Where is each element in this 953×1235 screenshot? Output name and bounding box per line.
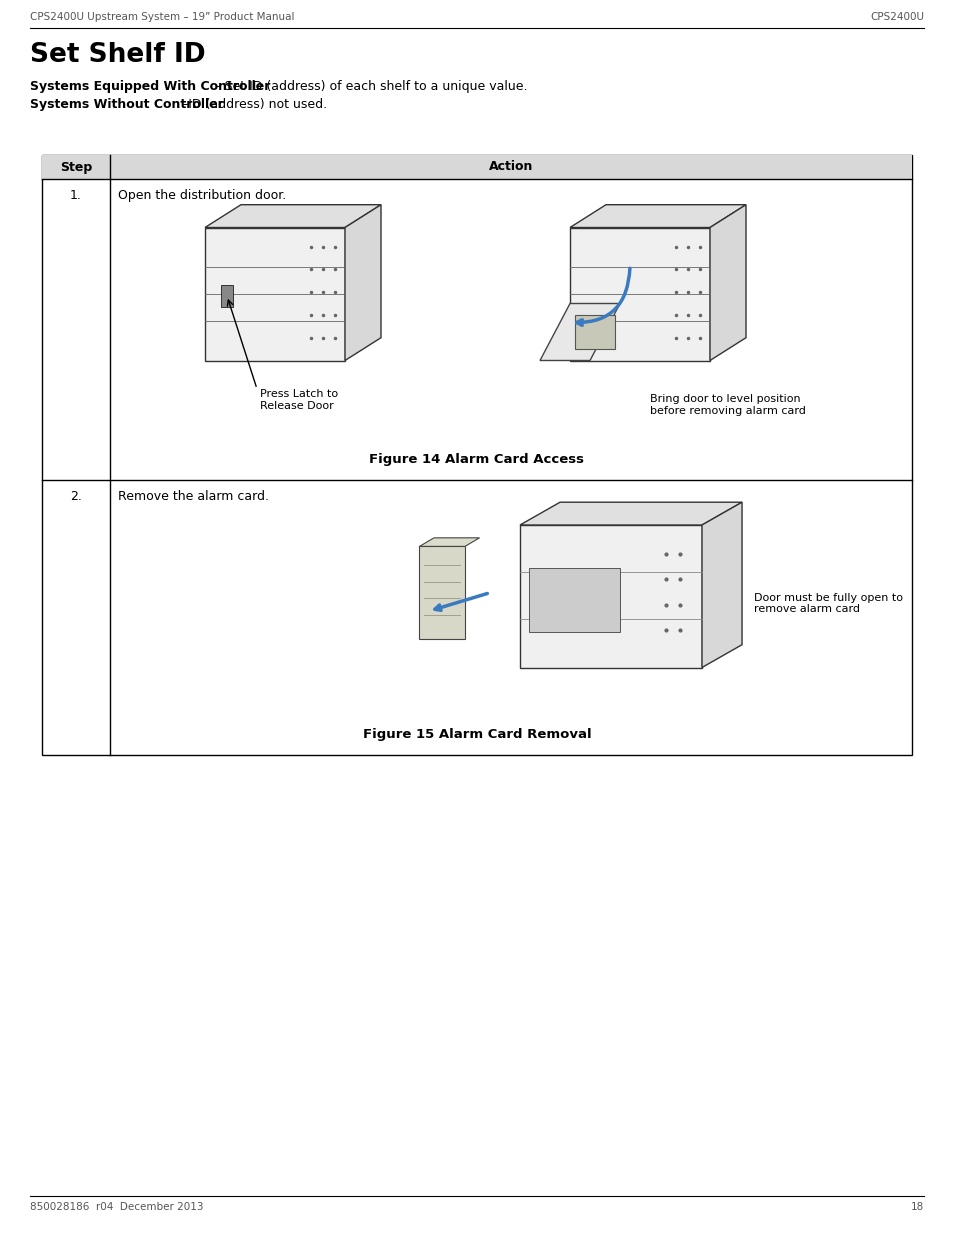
Text: Action: Action bbox=[488, 161, 533, 173]
Polygon shape bbox=[569, 205, 745, 227]
Polygon shape bbox=[419, 537, 479, 546]
Text: Set Shelf ID: Set Shelf ID bbox=[30, 42, 206, 68]
Text: 850028186  r04  December 2013: 850028186 r04 December 2013 bbox=[30, 1202, 203, 1212]
Polygon shape bbox=[709, 205, 745, 361]
Polygon shape bbox=[519, 503, 741, 525]
Text: Press Latch to
Release Door: Press Latch to Release Door bbox=[260, 389, 337, 410]
Text: - Set ID (address) of each shelf to a unique value.: - Set ID (address) of each shelf to a un… bbox=[212, 80, 527, 93]
Polygon shape bbox=[205, 227, 345, 361]
Bar bbox=[221, 284, 233, 308]
Bar bbox=[42, 156, 911, 179]
Text: 18: 18 bbox=[910, 1202, 923, 1212]
Text: Bring door to level position
before removing alarm card: Bring door to level position before remo… bbox=[649, 394, 805, 416]
Bar bbox=[42, 156, 911, 755]
Polygon shape bbox=[519, 525, 701, 667]
Text: Step: Step bbox=[60, 161, 92, 173]
Polygon shape bbox=[419, 546, 464, 638]
Text: Systems Without Controller: Systems Without Controller bbox=[30, 98, 224, 111]
Text: Door must be fully open to
remove alarm card: Door must be fully open to remove alarm … bbox=[753, 593, 902, 614]
Bar bbox=[529, 568, 619, 632]
Text: CPS2400U Upstream System – 19” Product Manual: CPS2400U Upstream System – 19” Product M… bbox=[30, 12, 294, 22]
Text: Systems Equipped With Controller: Systems Equipped With Controller bbox=[30, 80, 270, 93]
Text: CPS2400U: CPS2400U bbox=[869, 12, 923, 22]
Text: Figure 14 Alarm Card Access: Figure 14 Alarm Card Access bbox=[369, 453, 584, 466]
Polygon shape bbox=[701, 503, 741, 667]
Polygon shape bbox=[539, 304, 619, 361]
Bar bbox=[575, 315, 615, 350]
Text: 2.: 2. bbox=[70, 490, 82, 503]
Text: Remove the alarm card.: Remove the alarm card. bbox=[118, 490, 269, 503]
Text: Figure 15 Alarm Card Removal: Figure 15 Alarm Card Removal bbox=[362, 727, 591, 741]
Text: 1.: 1. bbox=[70, 189, 82, 203]
Polygon shape bbox=[569, 227, 709, 361]
Polygon shape bbox=[205, 205, 380, 227]
Text: Open the distribution door.: Open the distribution door. bbox=[118, 189, 286, 203]
Text: –ID (address) not used.: –ID (address) not used. bbox=[182, 98, 327, 111]
Polygon shape bbox=[345, 205, 380, 361]
